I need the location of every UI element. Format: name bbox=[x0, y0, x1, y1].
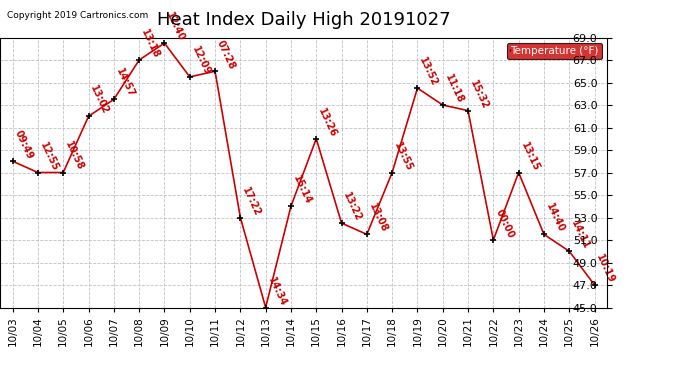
Text: 15:14: 15:14 bbox=[291, 174, 313, 206]
Text: 15:32: 15:32 bbox=[468, 78, 490, 111]
Text: 14:57: 14:57 bbox=[114, 67, 136, 99]
Text: 12:40: 12:40 bbox=[164, 11, 186, 43]
Text: 13:02: 13:02 bbox=[88, 84, 110, 116]
Text: 09:49: 09:49 bbox=[12, 129, 34, 161]
Text: 11:18: 11:18 bbox=[443, 73, 465, 105]
Text: Copyright 2019 Cartronics.com: Copyright 2019 Cartronics.com bbox=[7, 11, 148, 20]
Text: 14:11: 14:11 bbox=[569, 219, 591, 251]
Text: 14:40: 14:40 bbox=[544, 202, 566, 234]
Text: Heat Index Daily High 20191027: Heat Index Daily High 20191027 bbox=[157, 11, 451, 29]
Legend: Temperature (°F): Temperature (°F) bbox=[507, 43, 602, 59]
Text: 13:15: 13:15 bbox=[519, 140, 541, 172]
Text: 13:55: 13:55 bbox=[392, 140, 414, 172]
Text: 12:09: 12:09 bbox=[190, 45, 212, 77]
Text: 14:34: 14:34 bbox=[266, 275, 288, 308]
Text: 12:55: 12:55 bbox=[38, 140, 60, 172]
Text: 13:08: 13:08 bbox=[367, 202, 389, 234]
Text: 17:22: 17:22 bbox=[240, 185, 262, 218]
Text: 00:00: 00:00 bbox=[493, 208, 515, 240]
Text: 13:52: 13:52 bbox=[417, 56, 440, 88]
Text: 13:26: 13:26 bbox=[316, 106, 338, 139]
Text: 13:18: 13:18 bbox=[139, 28, 161, 60]
Text: 07:28: 07:28 bbox=[215, 39, 237, 71]
Text: 13:22: 13:22 bbox=[342, 191, 364, 223]
Text: 10:19: 10:19 bbox=[595, 253, 617, 285]
Text: 10:58: 10:58 bbox=[63, 140, 86, 172]
